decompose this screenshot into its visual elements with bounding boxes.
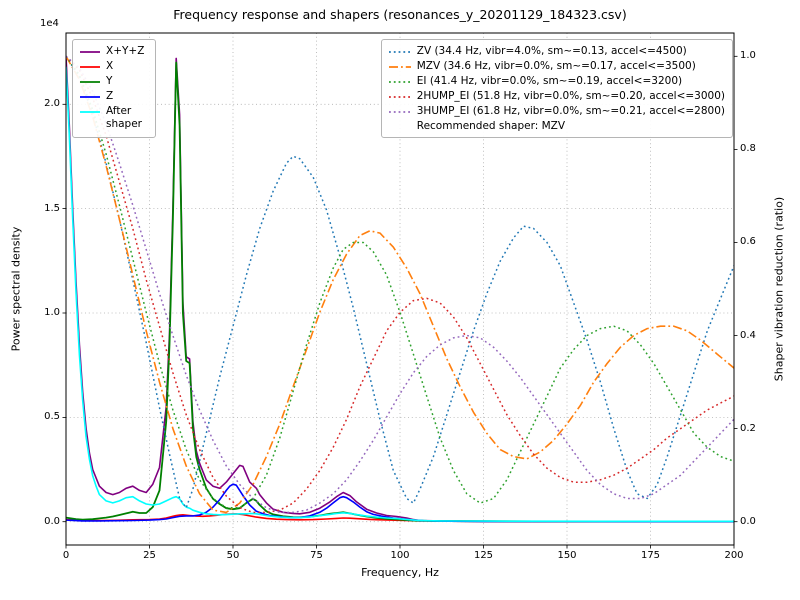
legend-item: MZV (34.6 Hz, vibr=0.0%, sm~=0.17, accel… bbox=[388, 59, 725, 74]
series-2hump-ei bbox=[66, 55, 734, 514]
legend-item-label: X bbox=[106, 59, 114, 72]
y-left-tick-label: 0.5 bbox=[44, 411, 60, 423]
series-after-shaper bbox=[66, 66, 734, 523]
legend-item-label: X+Y+Z bbox=[106, 44, 145, 57]
series-x bbox=[66, 513, 734, 523]
legend-line-sample bbox=[80, 80, 100, 83]
legend-line-sample bbox=[80, 65, 100, 68]
x-tick-label: 200 bbox=[724, 550, 744, 561]
x-tick-label: 75 bbox=[310, 550, 323, 561]
legend-item: Z bbox=[80, 90, 148, 104]
x-tick-label: 100 bbox=[390, 550, 410, 561]
series-mzv bbox=[66, 55, 734, 514]
legend-item: 2HUMP_EI (51.8 Hz, vibr=0.0%, sm~=0.20, … bbox=[388, 89, 725, 104]
legend-line-sample bbox=[388, 80, 411, 83]
x-tick-label: 175 bbox=[640, 550, 661, 561]
legend-line-sample bbox=[80, 95, 100, 98]
legend-item-label: 2HUMP_EI (51.8 Hz, vibr=0.0%, sm~=0.20, … bbox=[416, 89, 725, 102]
y-right-tick-label: 1.0 bbox=[740, 50, 756, 62]
legend-item: ZV (34.4 Hz, vibr=4.0%, sm~=0.13, accel<… bbox=[388, 44, 725, 59]
legend-item: After shaper bbox=[80, 105, 148, 132]
legend-item: X bbox=[80, 60, 148, 74]
y-left-tick-label: 2.0 bbox=[44, 98, 60, 110]
legend-item-label: MZV (34.6 Hz, vibr=0.0%, sm~=0.17, accel… bbox=[416, 59, 696, 72]
legend-line-sample bbox=[80, 50, 100, 53]
psd-legend: X+Y+Z X Y Z After shaper bbox=[72, 39, 156, 138]
legend-item-label: 3HUMP_EI (61.8 Hz, vibr=0.0%, sm~=0.21, … bbox=[416, 104, 725, 117]
legend-line-sample bbox=[80, 110, 100, 113]
series-zv bbox=[66, 55, 734, 509]
y-right-tick-label: 0.4 bbox=[740, 329, 756, 341]
legend-line-sample bbox=[388, 50, 411, 53]
legend-item: EI (41.4 Hz, vibr=0.0%, sm~=0.19, accel<… bbox=[388, 74, 725, 89]
legend-item-label: EI (41.4 Hz, vibr=0.0%, sm~=0.19, accel<… bbox=[416, 74, 683, 87]
y-left-tick-label: 1.5 bbox=[44, 202, 60, 214]
legend-line-sample bbox=[388, 95, 411, 98]
legend-item-label: Y bbox=[106, 74, 113, 87]
legend-item-label: After shaper bbox=[106, 104, 143, 131]
y-left-tick-label: 1.0 bbox=[44, 307, 60, 318]
recommended-shaper-text: Recommended shaper: MZV bbox=[416, 119, 566, 132]
y-axis-label-left: Power spectral density bbox=[9, 226, 23, 352]
y-right-tick-label: 0.2 bbox=[740, 422, 756, 434]
legend-line-sample bbox=[388, 110, 411, 113]
legend-line-sample bbox=[388, 65, 411, 68]
chart-title: Frequency response and shapers (resonanc… bbox=[173, 7, 627, 22]
series-x-y-z bbox=[66, 56, 734, 523]
shaper-legend: ZV (34.4 Hz, vibr=4.0%, sm~=0.13, accel<… bbox=[380, 39, 733, 138]
y-axis-label-right: Shaper vibration reduction (ratio) bbox=[772, 196, 786, 382]
x-tick-label: 50 bbox=[226, 550, 240, 561]
y-right-tick-label: 0.0 bbox=[740, 515, 756, 527]
y-axis-offset-text: 1e4 bbox=[40, 18, 59, 29]
x-axis-label: Frequency, Hz bbox=[361, 566, 439, 579]
x-tick-label: 125 bbox=[473, 550, 494, 561]
legend-item: 3HUMP_EI (61.8 Hz, vibr=0.0%, sm~=0.21, … bbox=[388, 104, 725, 119]
legend-item-label: ZV (34.4 Hz, vibr=4.0%, sm~=0.13, accel<… bbox=[416, 44, 687, 57]
y-right-tick-label: 0.8 bbox=[740, 143, 756, 155]
x-tick-label: 0 bbox=[62, 550, 70, 561]
x-tick-label: 150 bbox=[557, 550, 577, 561]
legend-item: X+Y+Z bbox=[80, 45, 148, 59]
x-tick-label: 25 bbox=[143, 550, 156, 561]
y-left-tick-label: 0.0 bbox=[44, 515, 60, 527]
legend-item-label: Z bbox=[106, 89, 114, 102]
y-right-tick-label: 0.6 bbox=[740, 236, 756, 248]
legend-item: Y bbox=[80, 75, 148, 89]
